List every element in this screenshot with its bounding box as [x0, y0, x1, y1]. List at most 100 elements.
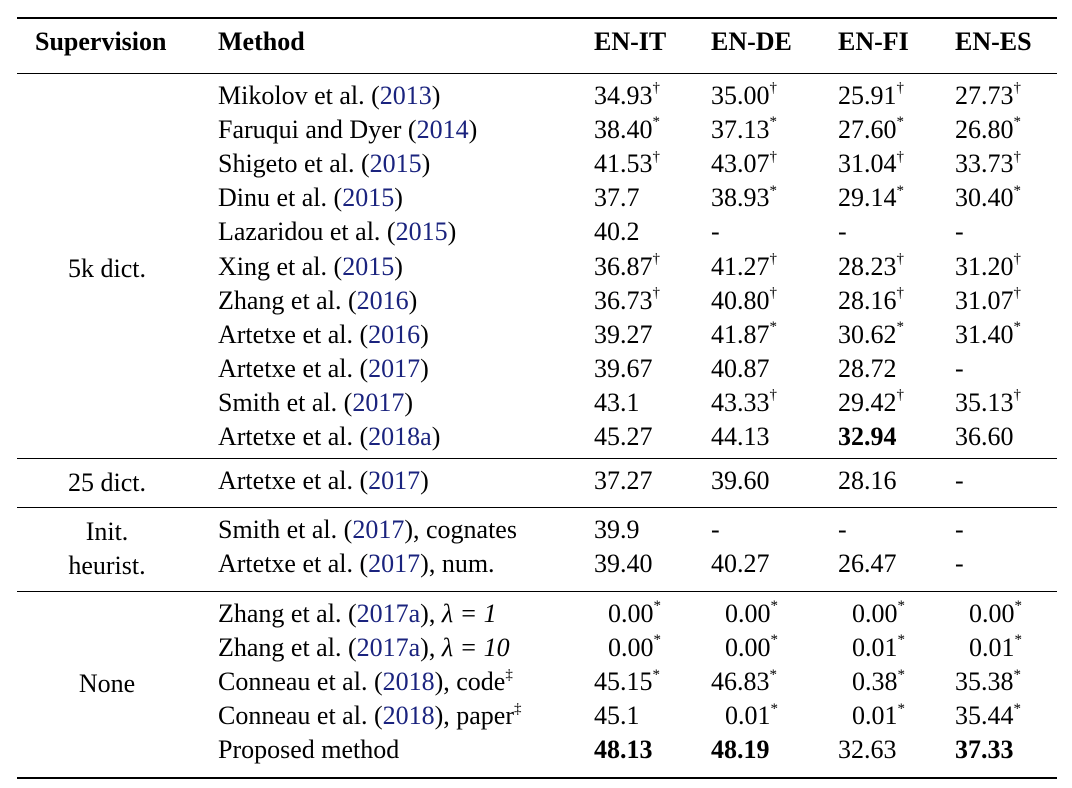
value-cell: 43.07† — [711, 149, 777, 179]
significance-mark: * — [1014, 598, 1023, 615]
significance-mark: † — [1013, 250, 1022, 267]
value-cell: 45.15* — [594, 667, 660, 697]
significance-mark: † — [652, 250, 661, 267]
value-text: 39.27 — [594, 319, 653, 349]
value-cell: 39.67 — [594, 354, 653, 384]
math-expression: λ = 1 — [441, 599, 497, 628]
citation-link[interactable]: 2018a — [368, 422, 432, 451]
citation-link[interactable]: 2015 — [342, 183, 395, 213]
top-rule — [17, 17, 1057, 19]
method-cell: Zhang et al. (2017a), λ = 10 — [218, 633, 510, 663]
citation-link[interactable]: 2013 — [379, 81, 432, 110]
value-cell: 28.23† — [838, 251, 904, 282]
value-text: 40.27 — [711, 549, 770, 579]
value-text: 28.16 — [838, 285, 897, 315]
value-cell: 44.13 — [711, 422, 770, 452]
significance-mark: † — [769, 387, 778, 404]
value-text: 38.40 — [594, 115, 653, 145]
header-en-es: EN-ES — [955, 27, 1032, 56]
citation-link[interactable]: 2016 — [356, 285, 409, 315]
value-text: 0.00 — [608, 633, 654, 663]
method-cell: Conneau et al. (2018), paper‡ — [218, 701, 522, 731]
significance-mark: † — [896, 284, 905, 301]
citation-link[interactable]: 2015 — [395, 217, 448, 247]
value-cell: 32.94 — [838, 422, 897, 452]
group-rule — [17, 591, 1057, 592]
value-text: 36.60 — [955, 422, 1014, 451]
value-text: 37.27 — [594, 466, 653, 495]
value-text: 28.72 — [838, 353, 897, 383]
value-cell: 39.40 — [594, 549, 653, 579]
citation-link[interactable]: 2017 — [368, 466, 421, 495]
significance-mark: † — [769, 250, 778, 267]
significance-mark: † — [896, 387, 905, 404]
value-cell: 0.38* — [852, 667, 905, 697]
group-rule — [17, 507, 1057, 508]
citation-link[interactable]: 2017a — [356, 633, 421, 663]
value-text: 32.94 — [838, 422, 897, 451]
header-method: Method — [218, 27, 305, 56]
value-text: 26.80 — [955, 115, 1014, 145]
significance-mark: † — [1013, 148, 1022, 165]
method-text: ‡ — [505, 666, 513, 683]
value-cell: 45.1 — [594, 701, 640, 731]
value-text: 0.00 — [725, 599, 771, 628]
method-text: Artetxe et al. ( — [218, 353, 369, 383]
value-text: - — [711, 515, 720, 544]
method-text: Mikolov et al. ( — [218, 81, 380, 110]
method-text: Shigeto et al. ( — [218, 149, 370, 179]
citation-link[interactable]: 2017a — [356, 599, 421, 628]
value-text: - — [838, 217, 847, 247]
citation-link[interactable]: 2017 — [368, 353, 421, 383]
value-text: 32.63 — [838, 735, 897, 765]
citation-link[interactable]: 2017 — [352, 387, 405, 417]
significance-mark: † — [769, 80, 778, 97]
value-text: 26.47 — [838, 549, 897, 579]
value-cell: 48.19 — [711, 735, 770, 765]
citation-link[interactable]: 2014 — [416, 115, 469, 145]
value-cell: 39.9 — [594, 515, 640, 545]
citation-link[interactable]: 2015 — [369, 149, 422, 179]
significance-mark: † — [1013, 80, 1022, 97]
citation-link[interactable]: 2018 — [382, 667, 435, 697]
significance-mark: * — [769, 114, 778, 131]
header-rule — [17, 73, 1057, 74]
method-cell: Smith et al. (2017) — [218, 388, 413, 418]
citation-link[interactable]: 2015 — [342, 251, 395, 281]
value-cell: 38.40* — [594, 115, 660, 145]
group-rule — [17, 458, 1057, 459]
method-cell: Artetxe et al. (2017) — [218, 354, 429, 384]
citation-link[interactable]: 2017 — [368, 549, 421, 579]
citation-link[interactable]: 2018 — [382, 701, 435, 731]
value-cell: 31.04† — [838, 149, 904, 179]
value-cell: 35.44* — [955, 701, 1021, 731]
value-text: 35.13 — [955, 387, 1014, 417]
method-cell: Xing et al. (2015) — [218, 252, 403, 282]
value-text: - — [955, 353, 964, 383]
value-text: 31.40 — [955, 319, 1014, 349]
value-cell: 48.13 — [594, 735, 653, 765]
citation-link[interactable]: 2016 — [368, 319, 421, 349]
method-text: ), paper — [434, 701, 515, 731]
method-text: Faruqui and Dyer ( — [218, 115, 417, 145]
method-text: Zhang et al. ( — [218, 599, 357, 628]
value-text: - — [711, 217, 720, 247]
value-text: 39.9 — [594, 515, 640, 544]
value-text: 39.40 — [594, 549, 653, 579]
value-cell: 37.13* — [711, 115, 777, 145]
value-cell: 31.07† — [955, 285, 1021, 316]
significance-mark: * — [897, 700, 906, 717]
value-text: 30.62 — [838, 319, 897, 349]
value-text: 35.00 — [711, 81, 770, 110]
value-cell: - — [955, 354, 964, 384]
value-text: - — [955, 515, 964, 544]
value-text: 40.80 — [711, 285, 770, 315]
value-cell: 36.60 — [955, 422, 1014, 452]
method-text: ) — [408, 285, 418, 315]
value-cell: 45.27 — [594, 422, 653, 452]
value-cell: 43.33† — [711, 388, 777, 418]
citation-link[interactable]: 2017 — [352, 515, 405, 544]
significance-mark: * — [769, 182, 778, 199]
value-text: 44.13 — [711, 422, 770, 451]
value-cell: - — [955, 466, 964, 496]
